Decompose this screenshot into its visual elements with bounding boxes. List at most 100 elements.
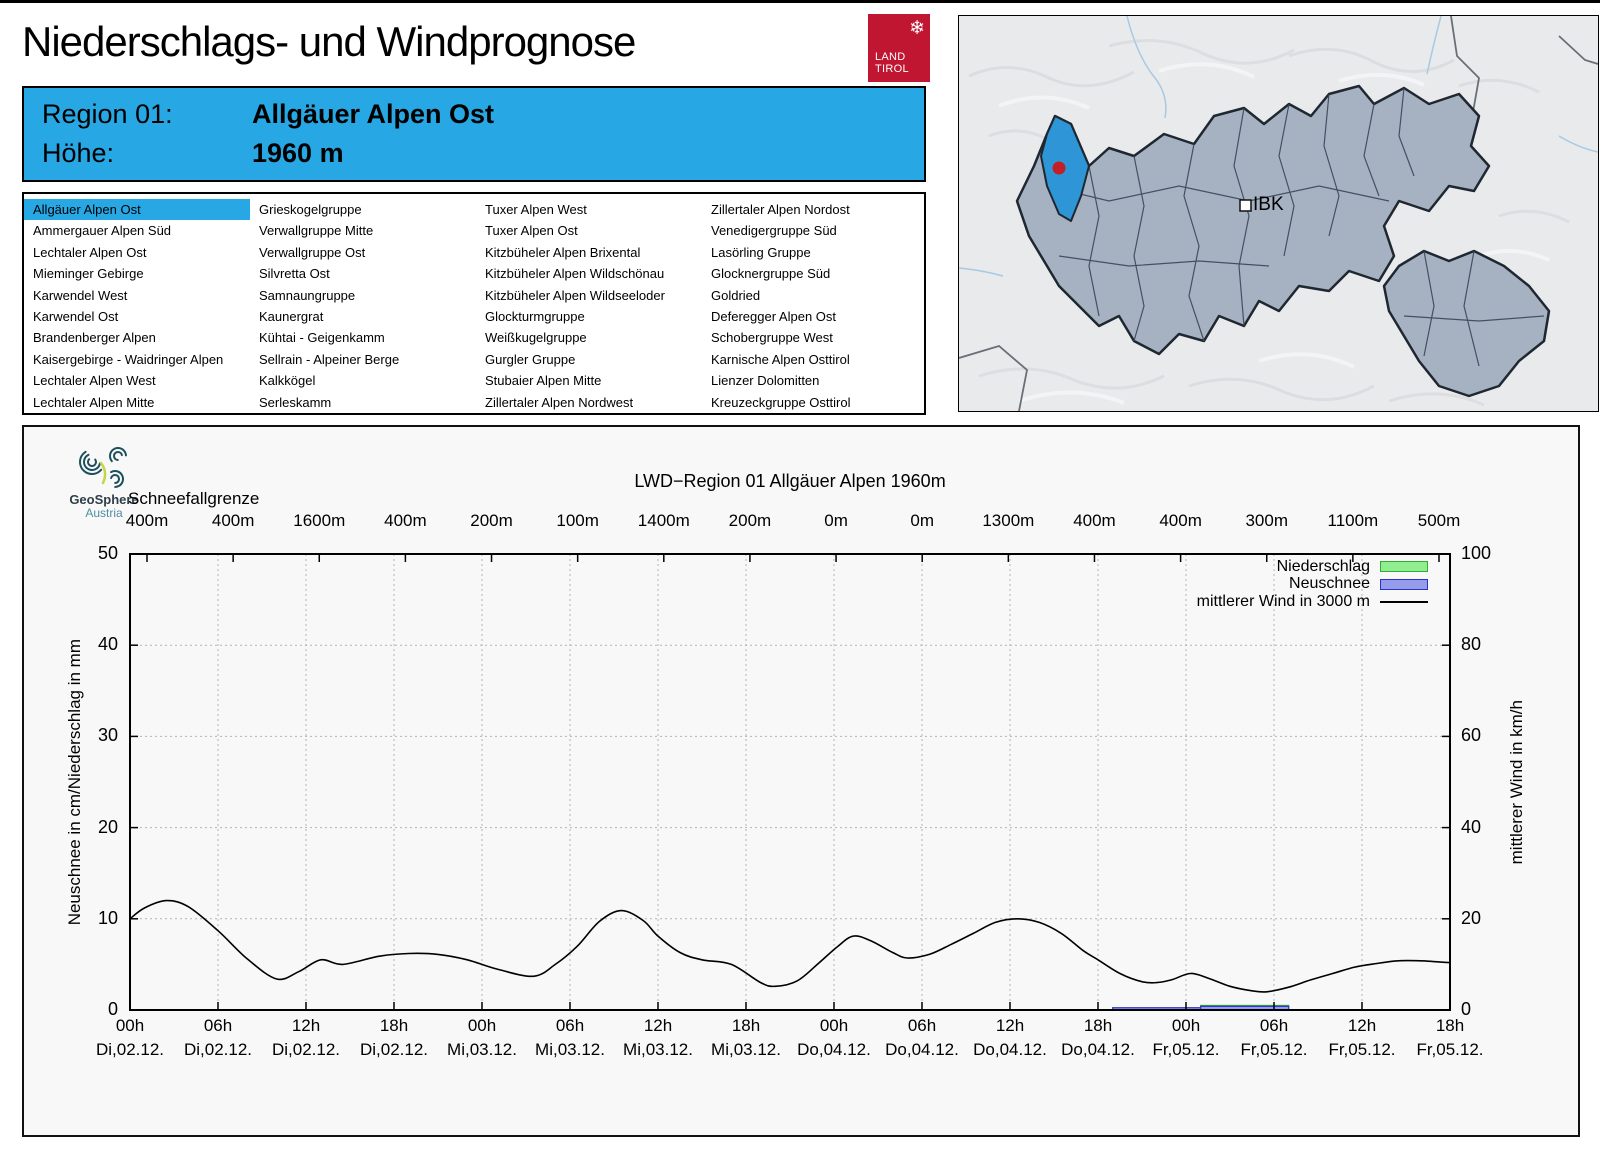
region-item[interactable]: Kreuzeckgruppe Osttirol xyxy=(711,394,851,410)
snowline-value: 300m xyxy=(1245,511,1288,530)
region-item[interactable]: Zillertaler Alpen Nordwest xyxy=(485,394,634,410)
geosphere-name: GeoSphere xyxy=(69,492,139,507)
plot-area xyxy=(129,553,1451,1011)
snowline-value: 500m xyxy=(1417,511,1461,530)
region-item[interactable]: Gurgler Gruppe xyxy=(485,351,576,367)
region-item[interactable]: Verwallgruppe Ost xyxy=(259,244,366,260)
snowline-value: 200m xyxy=(728,511,772,530)
map-north-tirol[interactable] xyxy=(1015,84,1491,356)
terrain-ridges xyxy=(998,62,1550,405)
region-item[interactable]: Verwallgruppe Mitte xyxy=(259,223,374,239)
river-lines xyxy=(959,16,1598,277)
x-tick-date: Do,04.12. xyxy=(1061,1040,1135,1059)
land-tirol-logo: ❄ LAND TIROL xyxy=(868,14,930,82)
region-item[interactable]: Grieskogelgruppe xyxy=(259,202,362,217)
snowline-value: 1400m xyxy=(637,511,690,530)
region-selector-list[interactable]: Allgäuer Alpen Ost Ammergauer Alpen Süd Le… xyxy=(22,192,926,415)
snowline-value: 0m xyxy=(910,511,934,530)
x-tick-date: Mi,03.12. xyxy=(447,1040,517,1059)
region-item[interactable]: Samnaungruppe xyxy=(259,287,356,303)
snowline-value: 1100m xyxy=(1327,511,1379,530)
y-tick-left: 20 xyxy=(97,816,118,837)
region-item[interactable]: Kitzbüheler Alpen Wildschönau xyxy=(485,266,665,282)
region-name: Allgäuer Alpen Ost xyxy=(252,99,495,129)
snowline-value: 400m xyxy=(125,511,169,530)
region-item[interactable]: Serleskamm xyxy=(259,394,332,410)
snowline-value: 100m xyxy=(556,511,599,530)
region-item[interactable]: Kaisergebirge - Waidringer Alpen xyxy=(33,351,224,367)
region-item[interactable]: Glockturmgruppe xyxy=(485,309,585,325)
legend-label-wind: mittlerer Wind in 3000 m xyxy=(1196,592,1370,610)
x-tick-date: Di,02.12. xyxy=(95,1040,165,1059)
y-tick-left: 10 xyxy=(97,907,118,928)
region-item[interactable]: Lienzer Dolomitten xyxy=(711,373,820,389)
region-item[interactable]: Kaunergrat xyxy=(259,309,324,325)
region-item[interactable]: Karnische Alpen Osttirol xyxy=(711,351,850,367)
x-tick-date: Mi,03.12. xyxy=(623,1040,693,1059)
region-item[interactable]: Kühtai - Geigenkamm xyxy=(259,330,385,346)
x-tick-time: 12h xyxy=(291,1016,321,1035)
region-item[interactable]: Karwendel Ost xyxy=(33,309,119,325)
region-list-column-1: Allgäuer Alpen Ost Ammergauer Alpen Süd Le… xyxy=(24,199,250,413)
geosphere-logo-icon xyxy=(79,447,127,488)
region-item[interactable]: Kitzbüheler Alpen Wildseeloder xyxy=(485,287,665,303)
region-item[interactable]: Lasörling Gruppe xyxy=(711,244,811,260)
chart-title: LWD−Region 01 Allgäuer Alpen 1960m xyxy=(634,471,946,491)
region-item[interactable]: Venedigergruppe Süd xyxy=(711,223,837,239)
y-tick-right: 40 xyxy=(1461,816,1482,837)
logo-line2: TIROL xyxy=(875,63,909,75)
region-row: Region 01: Allgäuer Alpen Ost xyxy=(42,99,494,130)
altitude-label: Höhe: xyxy=(42,138,115,168)
x-tick-time: 06h xyxy=(907,1016,937,1035)
region-item[interactable]: Lechtaler Alpen Mitte xyxy=(33,394,155,410)
region-item[interactable]: Brandenberger Alpen xyxy=(33,330,156,346)
snowline-value: 0m xyxy=(824,511,848,530)
region-item[interactable]: Glocknergruppe Süd xyxy=(711,266,831,282)
region-item[interactable]: Stubaier Alpen Mitte xyxy=(485,373,602,389)
y-axis-label-right: mittlerer Wind in km/h xyxy=(1507,699,1526,865)
region-item[interactable]: Karwendel West xyxy=(33,287,128,303)
region-item[interactable]: Kalkkögel xyxy=(259,373,316,389)
snowline-axis-label: Schneefallgrenze xyxy=(128,489,260,508)
region-item[interactable]: Goldried xyxy=(711,287,761,303)
x-tick-date: Fr,05.12. xyxy=(1240,1040,1308,1059)
region-item[interactable]: Silvretta Ost xyxy=(259,266,330,282)
region-item[interactable]: Lechtaler Alpen Ost xyxy=(33,244,147,260)
x-tick-time: 00h xyxy=(819,1016,849,1035)
y-tick-right: 60 xyxy=(1461,725,1482,746)
region-item[interactable]: Zillertaler Alpen Nordost xyxy=(711,202,850,217)
region-item[interactable]: Kitzbüheler Alpen Brixental xyxy=(485,244,641,260)
tirol-region-map[interactable]: IBK xyxy=(958,15,1599,412)
x-tick-time: 12h xyxy=(995,1016,1025,1035)
legend-swatch-niederschlag xyxy=(1380,561,1428,573)
x-tick-time: 18h xyxy=(1435,1016,1465,1035)
map-svg: IBK xyxy=(959,16,1598,411)
region-item[interactable]: Tuxer Alpen West xyxy=(485,202,587,217)
snowline-value: 1300m xyxy=(982,511,1035,530)
y-tick-right: 80 xyxy=(1461,634,1482,655)
x-tick-date: Mi,03.12. xyxy=(711,1040,781,1059)
region-item[interactable]: Tuxer Alpen Ost xyxy=(485,223,578,239)
region-list-column-2: Grieskogelgruppe Verwallgruppe Mitte Verwa… xyxy=(250,199,476,413)
altitude-row: Höhe: 1960 m xyxy=(42,138,344,169)
region-item[interactable]: Ammergauer Alpen Süd xyxy=(33,223,172,239)
x-tick-time: 18h xyxy=(1083,1016,1113,1035)
region-item-selected[interactable]: Allgäuer Alpen Ost xyxy=(24,199,250,221)
snowflake-icon: ❄ xyxy=(909,18,925,39)
region-item[interactable]: Mieminger Gebirge xyxy=(33,266,144,282)
region-item[interactable]: Lechtaler Alpen West xyxy=(33,373,156,389)
x-tick-date: Fr,05.12. xyxy=(1328,1040,1396,1059)
map-east-tirol[interactable] xyxy=(1382,249,1551,398)
map-station-dot xyxy=(1052,161,1066,175)
y-tick-right: 20 xyxy=(1461,907,1482,928)
x-tick-time: 12h xyxy=(1347,1016,1377,1035)
y-tick-right: 100 xyxy=(1461,543,1492,563)
legend-label-niederschlag: Niederschlag xyxy=(1276,557,1370,575)
region-item[interactable]: Sellrain - Alpeiner Berge xyxy=(259,351,400,367)
x-tick-date: Di,02.12. xyxy=(359,1040,429,1059)
region-item[interactable]: Schobergruppe West xyxy=(711,330,833,346)
page-title: Niederschlags- und Windprognose xyxy=(22,18,636,65)
region-item[interactable]: Deferegger Alpen Ost xyxy=(711,309,837,325)
chart-legend: Niederschlag Neuschnee mittlerer Wind in… xyxy=(130,558,1428,611)
region-item[interactable]: Weißkugelgruppe xyxy=(485,330,587,346)
